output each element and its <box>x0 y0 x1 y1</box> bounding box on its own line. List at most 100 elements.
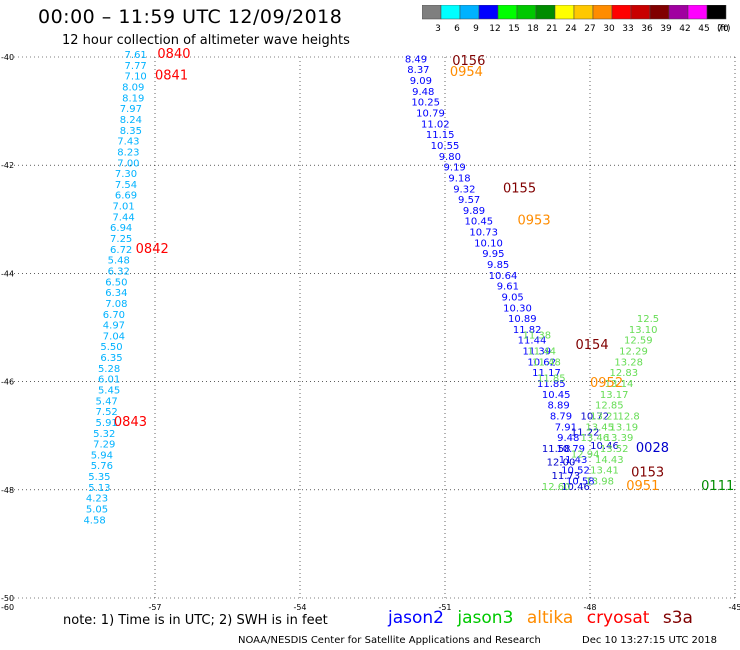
wave-height-cryosat: 7.61 <box>125 50 147 61</box>
wave-height-jason3: 12.5 <box>637 314 659 325</box>
wave-height-s3a: 9.32 <box>453 184 475 195</box>
wave-height-cryosat: 7.30 <box>115 169 137 180</box>
wave-height-cryosat: 5.47 <box>96 396 118 407</box>
wave-height-cryosat: 7.04 <box>103 331 125 342</box>
wave-height-cryosat: 5.45 <box>98 386 120 397</box>
wave-height-jason2: 10.46 <box>561 482 590 493</box>
wave-height-s3a: 9.80 <box>439 152 461 163</box>
wave-height-s3a: 11.39 <box>523 347 552 358</box>
wave-height-cryosat: 5.13 <box>88 483 110 494</box>
colorbar-unit: (ft) <box>717 24 731 34</box>
y-tick-label: -42 <box>1 161 14 170</box>
wave-height-cryosat: 6.70 <box>103 310 125 321</box>
wave-height-s3a: 8.37 <box>407 65 429 76</box>
colorbar-tick: 42 <box>679 24 690 34</box>
wave-height-cryosat: 8.35 <box>120 126 142 137</box>
wave-height-s3a: 11.02 <box>421 119 450 130</box>
wave-height-jason3: 12.8 <box>618 411 640 422</box>
legend-altika: altika <box>526 608 574 628</box>
wave-height-cryosat: 6.34 <box>105 288 127 299</box>
wave-height-s3a: 8.89 <box>547 401 569 412</box>
wave-height-cryosat: 7.77 <box>125 61 147 72</box>
wave-height-jason3: 12.85 <box>595 401 624 412</box>
colorbar-tick: 6 <box>454 24 460 34</box>
pass-time-label: 0840 <box>157 47 190 62</box>
wave-height-cryosat: 7.44 <box>112 212 134 223</box>
wave-height-jason3: 13.10 <box>629 325 658 336</box>
wave-height-jason3: 13.98 <box>585 476 614 487</box>
colorbar-tick: 18 <box>527 24 539 34</box>
wave-height-cryosat: 4.58 <box>83 515 105 526</box>
wave-height-s3a: 10.25 <box>411 98 440 109</box>
wave-height-s3a: 9.05 <box>502 292 524 303</box>
wave-height-jason3: 11.85 <box>537 374 566 385</box>
wave-height-cryosat: 7.10 <box>125 72 147 83</box>
wave-height-s3a: 10.89 <box>508 314 537 325</box>
wave-height-cryosat: 5.76 <box>91 461 113 472</box>
wave-height-s3a: 10.45 <box>542 390 571 401</box>
wave-height-s3a: 10.52 <box>561 466 590 477</box>
wave-height-jason3: 13.52 <box>600 444 629 455</box>
wave-height-cryosat: 7.29 <box>93 440 115 451</box>
legend-jason2: jason2 <box>388 608 444 628</box>
colorbar-tick: 3 <box>435 24 441 34</box>
pass-time-label: 0841 <box>155 69 188 84</box>
pass-time-label: 0954 <box>450 65 483 80</box>
wave-height-s3a: 11.82 <box>513 325 542 336</box>
wave-height-cryosat: 5.32 <box>93 429 115 440</box>
pass-time-label: 0951 <box>626 479 659 494</box>
y-tick-label: -44 <box>1 269 14 278</box>
origin-label: -60 <box>1 603 14 612</box>
colorbar-tick: 9 <box>473 24 479 34</box>
wave-height-cryosat: 5.94 <box>91 450 113 461</box>
wave-height-s3a: 7.91 <box>555 422 577 433</box>
wave-height-cryosat: 5.50 <box>100 342 122 353</box>
wave-height-cryosat: 6.50 <box>105 277 127 288</box>
pass-time-label: 0156 <box>452 54 485 69</box>
x-tick-label: -54 <box>293 603 306 612</box>
chart-subtitle: 12 hour collection of altimeter wave hei… <box>62 33 350 48</box>
wave-height-s3a: 10.64 <box>489 271 518 282</box>
wave-height-s3a: 10.10 <box>474 238 503 249</box>
colorbar-tick: 33 <box>622 24 633 34</box>
colorbar-tick: 70 <box>717 24 729 34</box>
wave-height-cryosat: 4.23 <box>86 494 108 505</box>
wave-height-jason3: 13.45 <box>585 422 614 433</box>
wave-height-s3a: 9.18 <box>448 173 470 184</box>
wave-height-jason3: 13.14 <box>605 379 634 390</box>
wave-height-s3a: 10.58 <box>566 476 595 487</box>
wave-height-s3a: 9.48 <box>557 433 579 444</box>
wave-height-cryosat: 8.23 <box>117 147 139 158</box>
legend-s3a: s3a <box>662 608 693 628</box>
legend-jason3: jason3 <box>457 608 514 628</box>
wave-height-jason2: 11.22 <box>571 428 600 439</box>
wave-height-cryosat: 6.94 <box>110 223 132 234</box>
wave-height-cryosat: 7.52 <box>96 407 118 418</box>
pass-time-label: 0153 <box>631 465 664 480</box>
y-tick-label: -50 <box>1 594 14 603</box>
wave-height-s3a: 9.61 <box>497 282 519 293</box>
generated-timestamp: Dec 10 13:27:15 UTC 2018 <box>582 635 717 646</box>
wave-height-cryosat: 6.35 <box>100 353 122 364</box>
wave-height-cryosat: 7.43 <box>117 137 139 148</box>
wave-height-s3a: 8.49 <box>405 54 427 65</box>
wave-height-s3a: 10.79 <box>556 444 585 455</box>
wave-height-s3a: 11.44 <box>518 336 547 347</box>
pass-time-label: 0111 <box>701 479 734 494</box>
colorbar-tick: 45 <box>698 24 709 34</box>
wave-height-s3a: 10.73 <box>469 228 498 239</box>
wave-height-s3a: 8.79 <box>550 411 572 422</box>
pass-time-label: 0953 <box>518 214 551 229</box>
wave-height-cryosat: 6.72 <box>110 245 132 256</box>
wave-height-s3a: 9.48 <box>412 87 434 98</box>
wave-height-jason2: 12.00 <box>547 457 576 468</box>
wave-height-jason3: 12.94 <box>571 449 600 460</box>
wave-height-jason3: 11.38 <box>523 330 552 341</box>
colorbar-tick: 30 <box>603 24 615 34</box>
wave-height-s3a: 9.57 <box>458 195 480 206</box>
wave-height-cryosat: 5.91 <box>96 418 118 429</box>
wave-height-s3a: 9.19 <box>444 163 466 174</box>
wave-height-s3a: 11.15 <box>426 130 455 141</box>
color-scale-bar: 3 6 9 12 15 18 21 24 27 30 33 36 39 42 45 70(ft) <box>422 5 731 34</box>
